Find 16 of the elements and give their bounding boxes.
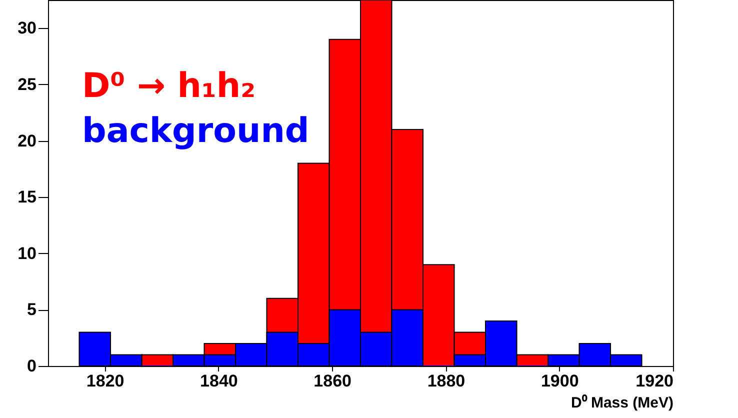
y-tick-label: 10 [18, 244, 36, 263]
x-tick-label: 1880 [427, 372, 466, 390]
text: background [82, 111, 310, 151]
y-tick-label: 30 [18, 18, 36, 38]
x-axis-title: D⁰ Mass (MeV) [570, 394, 674, 412]
y-tick-label: 25 [18, 74, 36, 94]
y-tick-label: 0 [27, 356, 36, 376]
x-tick-label: 1860 [314, 372, 352, 390]
x-tick-label: 1900 [540, 372, 579, 390]
x-tick-label: 1920 [636, 372, 674, 390]
x-tick-label: 1820 [86, 372, 124, 390]
y-tick-label: 20 [18, 131, 36, 150]
y-tick-label: 15 [18, 188, 36, 207]
y-tick-label: 5 [27, 300, 36, 320]
x-tick-label: 1840 [200, 372, 238, 390]
text: D⁰ → h₁h₂ [82, 66, 256, 106]
